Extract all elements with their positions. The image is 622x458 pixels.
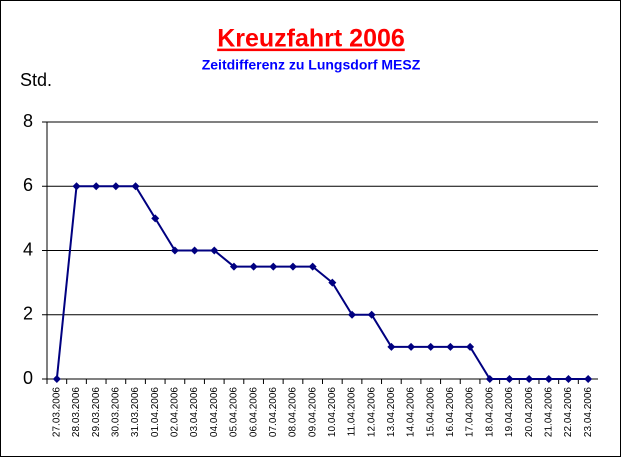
marker <box>525 375 534 383</box>
marker <box>446 342 455 351</box>
x-tick-label: 07.04.2006 <box>268 387 279 437</box>
marker <box>92 182 101 191</box>
marker <box>210 246 219 255</box>
x-tick-label: 28.03.2006 <box>71 387 82 437</box>
marker <box>52 375 61 383</box>
marker <box>288 262 297 271</box>
x-tick-label: 16.04.2006 <box>445 387 456 437</box>
marker <box>367 310 376 319</box>
marker <box>466 342 475 351</box>
y-tick-label: 0 <box>23 368 33 388</box>
x-tick-label: 02.04.2006 <box>170 387 181 437</box>
x-tick-label: 05.04.2006 <box>229 387 240 437</box>
marker <box>170 246 179 255</box>
x-tick-label: 06.04.2006 <box>248 387 259 437</box>
y-tick-label: 6 <box>23 175 33 195</box>
x-tick-label: 30.03.2006 <box>111 387 122 437</box>
x-tick-label: 11.04.2006 <box>347 387 358 437</box>
marker <box>328 278 337 287</box>
marker <box>190 246 199 255</box>
y-tick-label: 4 <box>23 239 33 259</box>
marker <box>387 342 396 351</box>
x-tick-label: 15.04.2006 <box>425 387 436 437</box>
marker <box>485 375 494 383</box>
marker <box>544 375 553 383</box>
marker <box>151 214 160 223</box>
x-tick-label: 18.04.2006 <box>484 387 495 437</box>
chart-title: Kreuzfahrt 2006 <box>217 25 405 53</box>
y-tick-label: 2 <box>23 304 33 324</box>
x-tick-label: 08.04.2006 <box>288 387 299 437</box>
x-tick-label: 31.03.2006 <box>130 387 141 437</box>
x-tick-label: 03.04.2006 <box>189 387 200 437</box>
y-axis-label: Std. <box>20 70 52 90</box>
x-tick-label: 23.04.2006 <box>583 387 594 437</box>
marker <box>308 262 317 271</box>
marker <box>131 182 140 191</box>
x-tick-label: 20.04.2006 <box>524 387 535 437</box>
x-tick-label: 27.03.2006 <box>51 387 62 437</box>
marker <box>584 375 593 383</box>
marker <box>505 375 514 383</box>
x-tick-label: 01.04.2006 <box>150 387 161 437</box>
marker <box>348 310 357 319</box>
marker <box>426 342 435 351</box>
x-tick-label: 29.03.2006 <box>91 387 102 437</box>
line <box>55 185 589 380</box>
x-tick-label: 13.04.2006 <box>386 387 397 437</box>
marker <box>229 262 238 271</box>
marker <box>564 375 573 383</box>
x-tick-label: 19.04.2006 <box>504 387 515 437</box>
x-tick-label: 14.04.2006 <box>406 387 417 437</box>
y-tick-label: 8 <box>23 111 33 131</box>
x-tick-label: 21.04.2006 <box>543 387 554 437</box>
x-tick-label: 04.04.2006 <box>209 387 220 437</box>
x-tick-label: 12.04.2006 <box>366 387 377 437</box>
marker <box>269 262 278 271</box>
marker <box>407 342 416 351</box>
marker <box>249 262 258 271</box>
chart-subtitle: Zeitdifferenz zu Lungsdorf MESZ <box>202 57 421 73</box>
x-tick-label: 22.04.2006 <box>563 387 574 437</box>
x-tick-label: 10.04.2006 <box>327 387 338 437</box>
marker <box>111 182 120 191</box>
x-tick-label: 09.04.2006 <box>307 387 318 437</box>
x-tick-label: 17.04.2006 <box>465 387 476 437</box>
marker <box>72 182 81 191</box>
